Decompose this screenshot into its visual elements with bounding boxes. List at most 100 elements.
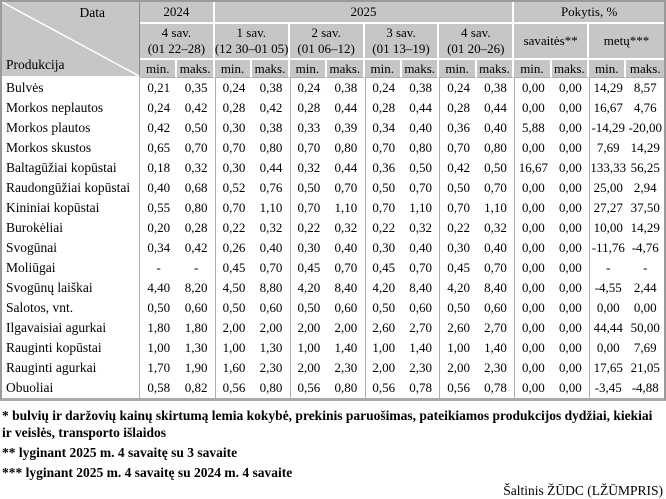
value-cell: 0,30 [439, 238, 477, 258]
value-cell: 16,67 [589, 98, 627, 118]
value-cell: 0,60 [401, 298, 440, 318]
value-cell: 2,00 [252, 318, 290, 338]
value-cell: 27,27 [589, 198, 627, 218]
value-cell: 0,55 [140, 198, 178, 218]
value-cell: 0,34 [140, 238, 178, 258]
value-cell: 0,00 [551, 338, 590, 358]
value-cell: 0,00 [514, 178, 552, 198]
value-cell: 1,10 [401, 198, 440, 218]
value-cell: 0,00 [514, 278, 552, 298]
value-cell: 0,70 [327, 178, 365, 198]
value-cell: 44,44 [589, 318, 627, 338]
value-cell: 0,50 [401, 158, 440, 178]
row-label: Bulvės [2, 78, 140, 98]
value-cell: 0,40 [252, 238, 290, 258]
period-dates: (12 30–01 05) [214, 41, 289, 56]
value-cell: -20,00 [626, 118, 664, 138]
value-cell: 0,80 [401, 138, 440, 158]
value-cell: 0,56 [214, 378, 253, 398]
max-header: maks. [626, 60, 664, 78]
corner-header: Data Produkcija [2, 2, 140, 78]
value-cell: 0,00 [514, 378, 552, 398]
value-cell: 0,00 [626, 298, 664, 318]
value-cell: 0,39 [327, 118, 365, 138]
table-row: Raudongūžiai kopūstai 0,40 0,68 0,52 0,76 0,5… [2, 178, 664, 198]
min-header: min. [439, 60, 477, 78]
value-cell: 1,00 [140, 338, 178, 358]
value-cell: 7,69 [589, 138, 627, 158]
row-label: Svogūnai [2, 238, 140, 258]
value-cell: 0,00 [589, 298, 627, 318]
value-cell: 8,40 [401, 278, 440, 298]
value-cell: 1,00 [364, 338, 402, 358]
value-cell: 10,00 [589, 218, 627, 238]
value-cell: 1,60 [214, 358, 253, 378]
value-cell: 0,00 [589, 338, 627, 358]
value-cell: 0,00 [514, 338, 552, 358]
value-cell: 0,35 [177, 78, 215, 98]
value-cell: 0,28 [214, 98, 253, 118]
value-cell: 0,26 [214, 238, 253, 258]
value-cell: 2,70 [401, 318, 440, 338]
period-header: savaitės** [514, 24, 590, 60]
value-cell: 0,70 [327, 258, 365, 278]
value-cell: 0,78 [401, 378, 440, 398]
value-cell: 1,30 [252, 338, 290, 358]
value-cell: 0,30 [214, 158, 253, 178]
value-cell: 0,00 [551, 98, 590, 118]
value-cell: 1,00 [289, 338, 328, 358]
value-cell: 16,67 [514, 158, 552, 178]
row-label: Baltagūžiai kopūstai [2, 158, 140, 178]
value-cell: 2,00 [289, 318, 328, 338]
value-cell: 1,40 [476, 338, 515, 358]
value-cell: 2,60 [364, 318, 402, 338]
value-cell: 2,94 [626, 178, 664, 198]
period-header: 3 sav. (01 13–19) [364, 24, 440, 60]
table-row: Morkos skustos 0,65 0,70 0,70 0,80 0,70 0,80 0,… [2, 138, 664, 158]
table-row: Rauginti agurkai 1,70 1,90 1,60 2,30 2,00 2,30… [2, 358, 664, 378]
value-cell: 0,52 [214, 178, 253, 198]
value-cell: 8,80 [252, 278, 290, 298]
value-cell: 0,50 [177, 118, 215, 138]
corner-produkcija-label: Produkcija [6, 57, 65, 72]
value-cell: 2,00 [327, 318, 365, 338]
table-row: Morkos neplautos 0,24 0,42 0,28 0,42 0,28 0,44… [2, 98, 664, 118]
value-cell: 2,00 [214, 318, 253, 338]
value-cell: 0,22 [214, 218, 253, 238]
table-row: Burokėliai 0,20 0,28 0,22 0,32 0,22 0,32 0,22 0,… [2, 218, 664, 238]
value-cell: 0,00 [551, 358, 590, 378]
value-cell: - [626, 258, 664, 278]
value-cell: 0,50 [289, 178, 328, 198]
row-label: Obuoliai [2, 378, 140, 398]
value-cell: 0,28 [439, 98, 477, 118]
value-cell: 8,40 [327, 278, 365, 298]
value-cell: 0,76 [252, 178, 290, 198]
value-cell: 0,50 [214, 298, 253, 318]
period-header: metų*** [589, 24, 664, 60]
row-label: Burokėliai [2, 218, 140, 238]
diagonal-line [2, 2, 139, 76]
value-cell: 0,50 [289, 298, 328, 318]
value-cell: 2,00 [289, 358, 328, 378]
value-cell: 0,00 [514, 98, 552, 118]
value-cell: 0,18 [140, 158, 178, 178]
value-cell: 0,70 [439, 198, 477, 218]
value-cell: 0,80 [327, 138, 365, 158]
period-dates: (01 06–12) [297, 41, 355, 56]
value-cell: 0,00 [551, 138, 590, 158]
value-cell: 0,00 [551, 118, 590, 138]
value-cell: 0,44 [327, 98, 365, 118]
value-cell: 0,56 [439, 378, 477, 398]
value-cell: 0,00 [514, 318, 552, 338]
value-cell: 0,65 [140, 138, 178, 158]
value-cell: 0,00 [551, 318, 590, 338]
value-cell: 0,70 [364, 198, 402, 218]
value-cell: 8,57 [626, 78, 664, 98]
value-cell: 8,40 [476, 278, 515, 298]
max-header: maks. [177, 60, 215, 78]
table-row: Moliūgai - -0,45 0,70 0,45 0,70 0,45 0,70 0,45 0,… [2, 258, 664, 278]
value-cell: 0,33 [289, 118, 328, 138]
row-label: Ilgavaisiai agurkai [2, 318, 140, 338]
value-cell: 0,00 [551, 298, 590, 318]
value-cell: 56,25 [626, 158, 664, 178]
